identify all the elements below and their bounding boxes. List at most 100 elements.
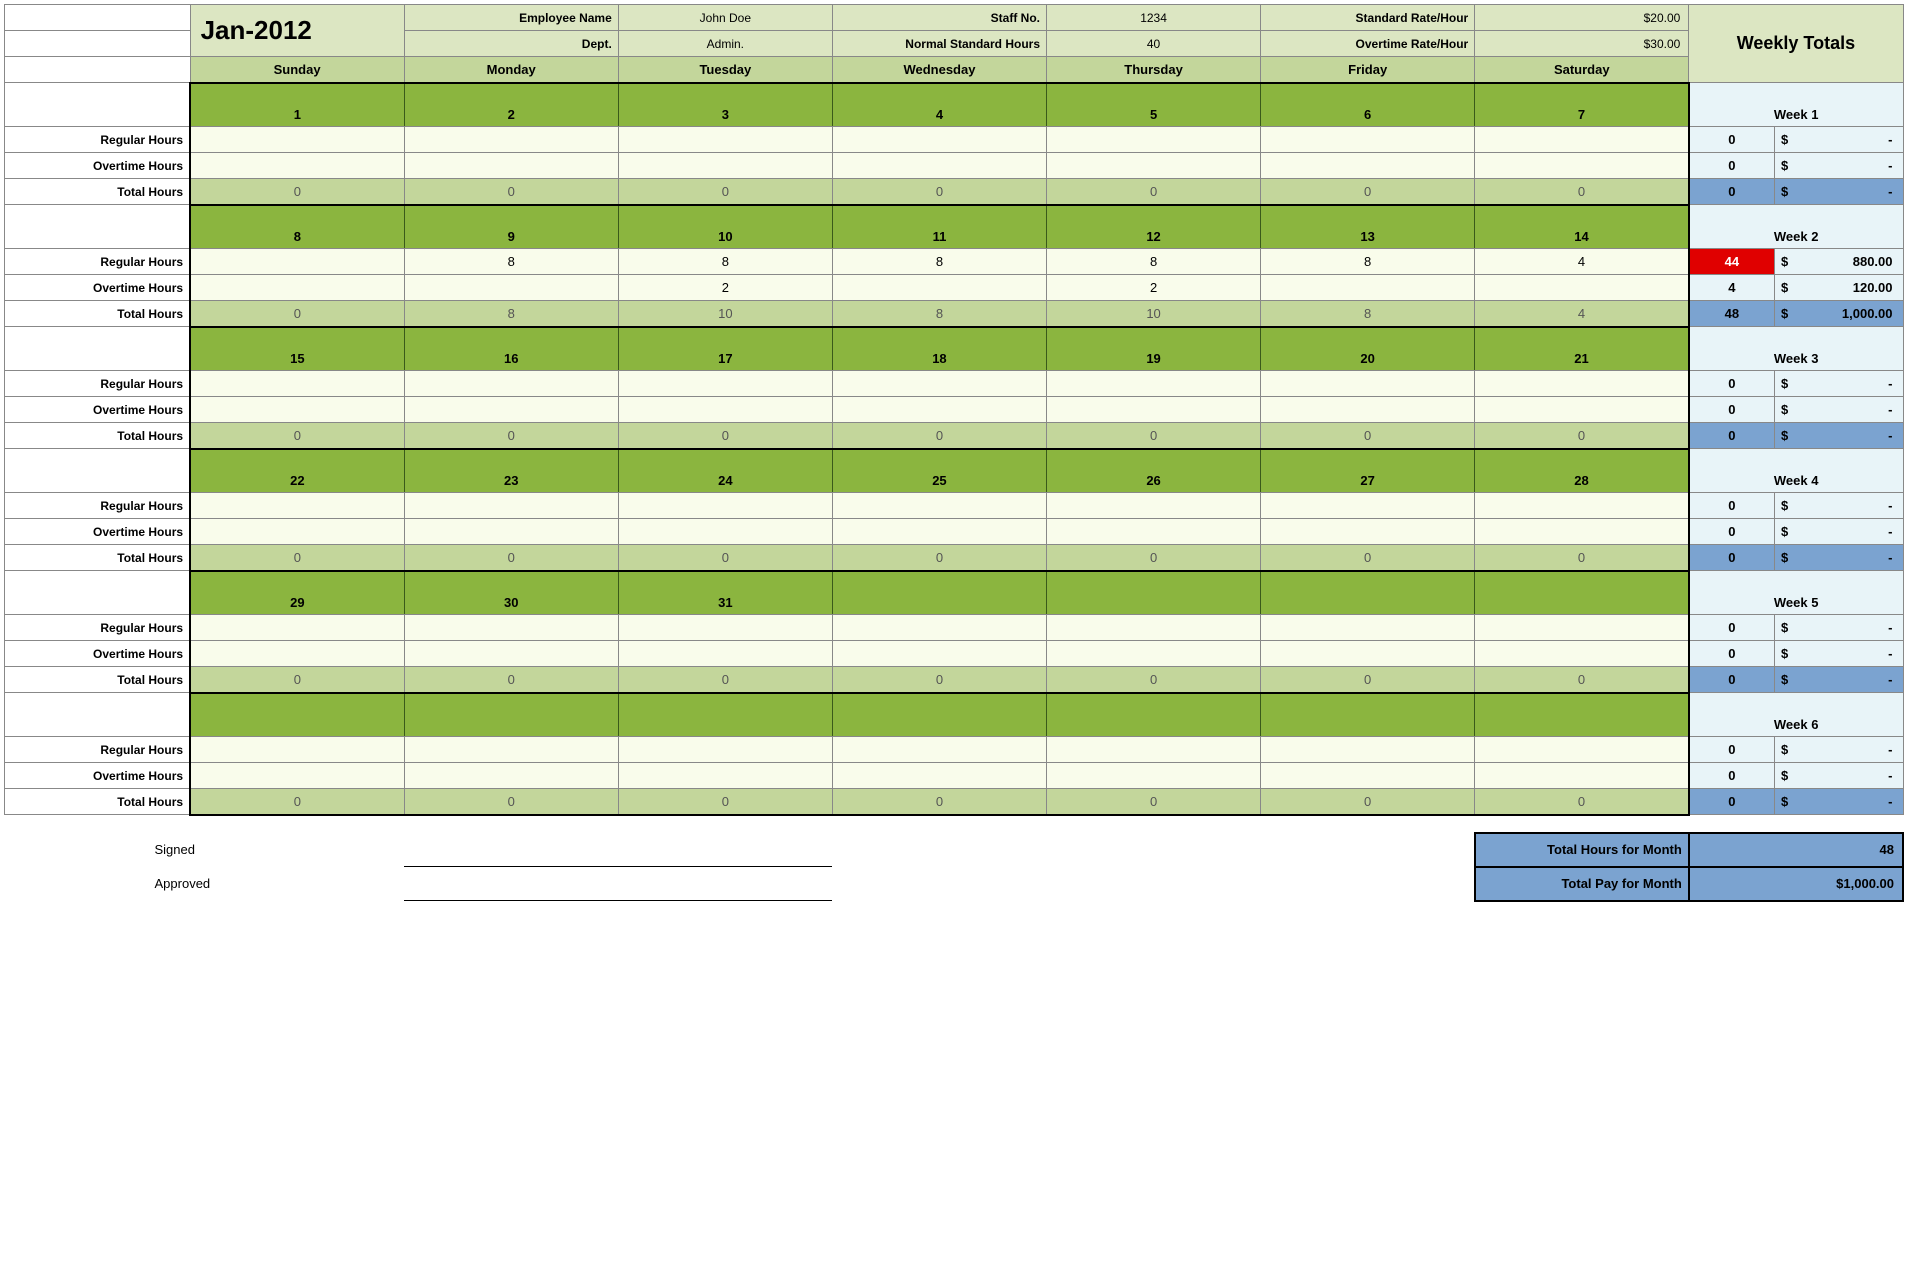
- overtime-hours-input[interactable]: [1475, 397, 1689, 423]
- overtime-hours-input[interactable]: [1261, 397, 1475, 423]
- regular-hours-input[interactable]: [1261, 493, 1475, 519]
- regular-hours-input[interactable]: [1261, 737, 1475, 763]
- regular-hours-input[interactable]: [1047, 127, 1261, 153]
- overtime-hours-input[interactable]: [832, 397, 1046, 423]
- overtime-hours-input[interactable]: [832, 275, 1046, 301]
- regular-hours-input[interactable]: [1261, 127, 1475, 153]
- overtime-hours-input[interactable]: [1475, 153, 1689, 179]
- overtime-hours-input[interactable]: [1047, 519, 1261, 545]
- regular-hours-input[interactable]: 8: [832, 249, 1046, 275]
- overtime-hours-input[interactable]: [404, 275, 618, 301]
- signed-line[interactable]: [404, 833, 832, 867]
- regular-hours-input[interactable]: [832, 371, 1046, 397]
- regular-hours-input[interactable]: [1047, 615, 1261, 641]
- overtime-hours-input[interactable]: [190, 153, 404, 179]
- approved-line[interactable]: [404, 867, 832, 901]
- regular-hours-input[interactable]: 8: [404, 249, 618, 275]
- overtime-hours-input[interactable]: [1261, 275, 1475, 301]
- regular-hours-input[interactable]: [404, 737, 618, 763]
- regular-hours-input[interactable]: [618, 615, 832, 641]
- overtime-hours-input[interactable]: [1475, 763, 1689, 789]
- regular-hours-input[interactable]: [832, 737, 1046, 763]
- employee-name[interactable]: John Doe: [618, 5, 832, 31]
- regular-hours-input[interactable]: [1475, 493, 1689, 519]
- regular-hours-input[interactable]: [190, 127, 404, 153]
- overtime-hours-input[interactable]: 2: [1047, 275, 1261, 301]
- regular-hours-input[interactable]: [190, 249, 404, 275]
- regular-hours-input[interactable]: [1047, 737, 1261, 763]
- regular-hours-input[interactable]: [1475, 737, 1689, 763]
- regular-hours-input[interactable]: [404, 371, 618, 397]
- overtime-hours-input[interactable]: [618, 763, 832, 789]
- regular-hours-input[interactable]: [404, 493, 618, 519]
- overtime-hours-input[interactable]: [832, 519, 1046, 545]
- overtime-hours-input[interactable]: [618, 641, 832, 667]
- overtime-hours-input[interactable]: [404, 763, 618, 789]
- total-hours-cell: 4: [1475, 301, 1689, 327]
- overtime-hours-input[interactable]: [1047, 153, 1261, 179]
- regular-hours-input[interactable]: [1261, 615, 1475, 641]
- overtime-hours-input[interactable]: [1261, 519, 1475, 545]
- blank: [5, 205, 191, 249]
- overtime-hours-input[interactable]: [1047, 763, 1261, 789]
- regular-hours-input[interactable]: [1475, 127, 1689, 153]
- ot-rate[interactable]: $30.00: [1475, 31, 1689, 57]
- regular-hours-input[interactable]: [618, 127, 832, 153]
- week-regular-hours-total: 0: [1689, 127, 1775, 153]
- total-hours-cell: 0: [1047, 423, 1261, 449]
- overtime-hours-input[interactable]: [1047, 397, 1261, 423]
- overtime-hours-input[interactable]: [404, 641, 618, 667]
- std-rate[interactable]: $20.00: [1475, 5, 1689, 31]
- regular-hours-input[interactable]: [404, 127, 618, 153]
- overtime-hours-input[interactable]: [618, 519, 832, 545]
- regular-hours-input[interactable]: [190, 493, 404, 519]
- overtime-hours-input[interactable]: [404, 519, 618, 545]
- overtime-hours-input[interactable]: [832, 763, 1046, 789]
- overtime-hours-input[interactable]: [1261, 641, 1475, 667]
- overtime-hours-input[interactable]: [1475, 641, 1689, 667]
- regular-hours-input[interactable]: 4: [1475, 249, 1689, 275]
- overtime-hours-input[interactable]: [190, 519, 404, 545]
- regular-hours-input[interactable]: [190, 615, 404, 641]
- overtime-hours-input[interactable]: [190, 641, 404, 667]
- regular-hours-input[interactable]: [404, 615, 618, 641]
- overtime-hours-input[interactable]: [1047, 641, 1261, 667]
- staff-no[interactable]: 1234: [1047, 5, 1261, 31]
- regular-hours-input[interactable]: [190, 737, 404, 763]
- overtime-hours-input[interactable]: [1261, 153, 1475, 179]
- regular-hours-input[interactable]: [618, 737, 832, 763]
- overtime-hours-input[interactable]: [832, 153, 1046, 179]
- regular-hours-input[interactable]: [1261, 371, 1475, 397]
- regular-hours-input[interactable]: [832, 615, 1046, 641]
- overtime-hours-input[interactable]: [404, 397, 618, 423]
- overtime-hours-input[interactable]: 2: [618, 275, 832, 301]
- overtime-hours-input[interactable]: [190, 397, 404, 423]
- overtime-hours-input[interactable]: [1261, 763, 1475, 789]
- overtime-hours-input[interactable]: [832, 641, 1046, 667]
- overtime-hours-input[interactable]: [1475, 275, 1689, 301]
- dept[interactable]: Admin.: [618, 31, 832, 57]
- overtime-hours-input[interactable]: [618, 153, 832, 179]
- date-cell: 15: [190, 327, 404, 371]
- regular-hours-label: Regular Hours: [5, 737, 191, 763]
- overtime-hours-input[interactable]: [618, 397, 832, 423]
- regular-hours-input[interactable]: 8: [618, 249, 832, 275]
- regular-hours-input[interactable]: [1475, 615, 1689, 641]
- overtime-hours-input[interactable]: [404, 153, 618, 179]
- regular-hours-input[interactable]: [190, 371, 404, 397]
- overtime-hours-input[interactable]: [190, 763, 404, 789]
- regular-hours-input[interactable]: [832, 493, 1046, 519]
- total-hours-cell: 0: [1475, 423, 1689, 449]
- regular-hours-input[interactable]: [832, 127, 1046, 153]
- normal-hours[interactable]: 40: [1047, 31, 1261, 57]
- regular-hours-input[interactable]: [1047, 493, 1261, 519]
- regular-hours-input[interactable]: 8: [1047, 249, 1261, 275]
- overtime-hours-input[interactable]: [190, 275, 404, 301]
- regular-hours-input[interactable]: 8: [1261, 249, 1475, 275]
- regular-hours-input[interactable]: [1047, 371, 1261, 397]
- regular-hours-input[interactable]: [1475, 371, 1689, 397]
- week-label: Week 2: [1689, 205, 1903, 249]
- regular-hours-input[interactable]: [618, 371, 832, 397]
- overtime-hours-input[interactable]: [1475, 519, 1689, 545]
- regular-hours-input[interactable]: [618, 493, 832, 519]
